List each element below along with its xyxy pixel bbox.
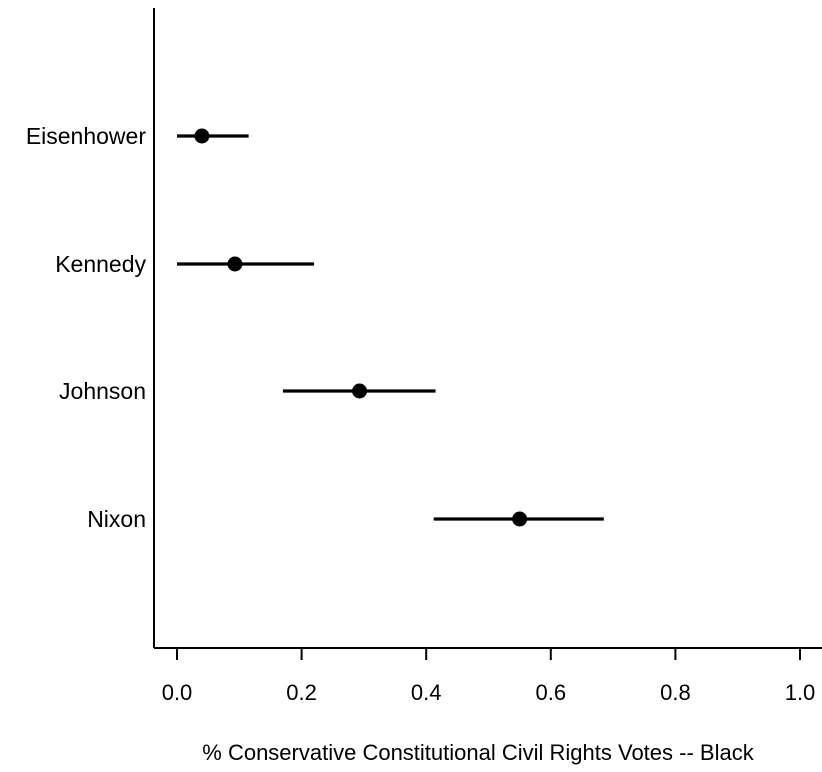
point-estimate	[227, 256, 243, 272]
point-estimate	[194, 128, 210, 144]
point-estimate	[352, 383, 368, 399]
category-label: Kennedy	[55, 251, 146, 277]
x-tick-label: 0.8	[660, 680, 691, 705]
x-axis: 0.0 0.2 0.4 0.6 0.8 1.0	[162, 648, 816, 705]
category-label: Johnson	[59, 378, 146, 404]
x-axis-label: % Conservative Constitutional Civil Righ…	[202, 740, 754, 765]
category-label: Nixon	[87, 506, 146, 532]
x-tick-label: 0.0	[162, 680, 193, 705]
category-label: Eisenhower	[26, 123, 147, 149]
x-tick-label: 0.4	[411, 680, 442, 705]
x-tick-label: 0.2	[286, 680, 317, 705]
point-estimate	[512, 511, 528, 527]
y-axis-labels: Eisenhower Kennedy Johnson Nixon	[26, 123, 147, 532]
x-tick-label: 1.0	[785, 680, 816, 705]
x-tick-label: 0.6	[536, 680, 567, 705]
plot-frame	[153, 8, 822, 649]
data-marks	[177, 128, 604, 527]
